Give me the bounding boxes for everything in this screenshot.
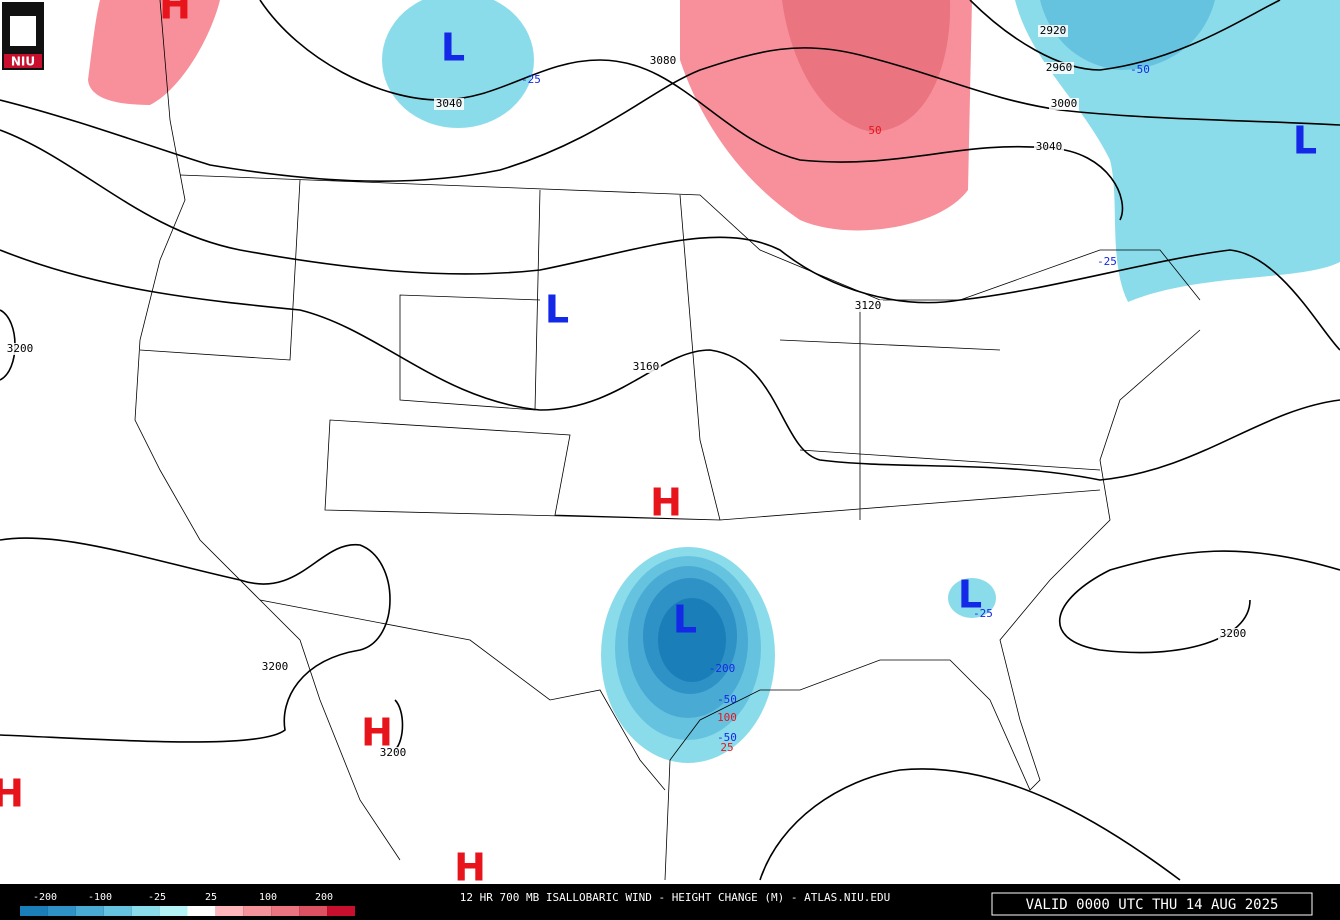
borders: [134, 0, 1201, 881]
change-label: 25: [720, 741, 733, 754]
change-label: -25: [1097, 255, 1117, 268]
change-label: -50: [1130, 63, 1150, 76]
colorbar-swatch: [20, 906, 48, 916]
isoheight: [0, 249, 1340, 481]
colorbar-swatch: [75, 906, 104, 916]
height-label: 3080: [650, 54, 677, 67]
change-label: 50: [868, 124, 881, 137]
height-label: 3200: [380, 746, 407, 759]
height-label: 2960: [1046, 61, 1073, 74]
colorbar-swatch: [159, 906, 188, 916]
height-label: 3200: [1220, 627, 1247, 640]
change-label: -200: [709, 662, 736, 675]
colorbar-swatch: [299, 906, 328, 916]
label-bg: [378, 747, 408, 759]
height-label: 3040: [436, 97, 463, 110]
fall-area: [382, 0, 534, 128]
height-label: 3200: [262, 660, 289, 673]
colorbar-swatch: [327, 906, 355, 916]
colorbar-swatch: [131, 906, 160, 916]
rise-area: [782, 0, 951, 132]
pressure-center: L: [545, 288, 569, 332]
height-label: 3120: [855, 299, 882, 312]
pressure-center: H: [454, 846, 486, 890]
valid-time: VALID 0000 UTC THU 14 AUG 2025: [1026, 897, 1279, 913]
label-bg: [5, 343, 35, 355]
valid-box: [991, 892, 1313, 916]
label-bg: [1049, 98, 1079, 110]
colorbar-swatch: [271, 906, 300, 916]
label-bg: [1218, 628, 1248, 640]
colorbar-swatch: [243, 906, 272, 916]
label-bg: [1038, 25, 1068, 37]
shading: [88, 0, 1340, 763]
map-title: 12 HR 700 MB ISALLOBARIC WIND - HEIGHT C…: [460, 891, 890, 904]
colorbar-swatch: [47, 906, 76, 916]
change-label: -25: [973, 607, 993, 620]
mexico-border: [259, 599, 666, 791]
logo-band: [4, 54, 42, 68]
colorbar-swatch: [103, 906, 132, 916]
east-gulf-coast: [664, 329, 1201, 881]
colorbar-label: 25: [205, 892, 217, 903]
height-label: 3040: [1036, 140, 1063, 153]
fall-area: [658, 598, 726, 682]
colorbar-label: 200: [315, 892, 333, 903]
pressure-center: H: [650, 481, 682, 525]
isoheight: [0, 537, 391, 743]
state-lines: [139, 179, 1101, 521]
pressure-center: L: [1293, 119, 1317, 163]
change-label: 100: [717, 711, 737, 724]
isoheight: [0, 129, 1340, 351]
logo: NIU: [2, 2, 44, 70]
height-label: 3160: [633, 360, 660, 373]
height-label: 3000: [1051, 97, 1078, 110]
colorbar-label: -200: [33, 892, 57, 903]
change-label: -25: [521, 73, 541, 86]
change-label: -50: [717, 693, 737, 706]
height-label: 3200: [7, 342, 34, 355]
colorbar-label: 100: [259, 892, 277, 903]
pressure-center: L: [958, 573, 982, 617]
pressure-center: L: [673, 598, 697, 642]
pressure-center: H: [0, 772, 24, 816]
label-bg: [1034, 141, 1064, 153]
logo-tower: [10, 16, 36, 46]
label-bg: [631, 361, 661, 373]
label-bg: [1044, 62, 1074, 74]
isoheight: [969, 0, 1281, 71]
fall-area: [1015, 0, 1340, 302]
labels: HLLLHLLHHH308030402920296030003040312031…: [0, 0, 1317, 890]
label-bg: [434, 98, 464, 110]
logo-text: NIU: [11, 55, 35, 69]
change-label: -50: [717, 731, 737, 744]
canada-border: [179, 174, 1201, 301]
fall-area: [948, 578, 996, 618]
pressure-center: H: [159, 0, 191, 28]
colorbar-swatch: [215, 906, 244, 916]
colorbar-label: -25: [148, 892, 166, 903]
colorbar-label: -100: [88, 892, 112, 903]
height-label: 2920: [1040, 24, 1067, 37]
pressure-center: L: [441, 26, 465, 70]
rise-area: [88, 0, 220, 105]
isoheight: [759, 550, 1340, 881]
label-bg: [648, 55, 678, 67]
west-coast: [134, 0, 401, 861]
isoheight: [0, 47, 1340, 182]
label-bg: [260, 661, 290, 673]
colorbar-swatch: [187, 906, 216, 916]
label-bg: [853, 300, 883, 312]
